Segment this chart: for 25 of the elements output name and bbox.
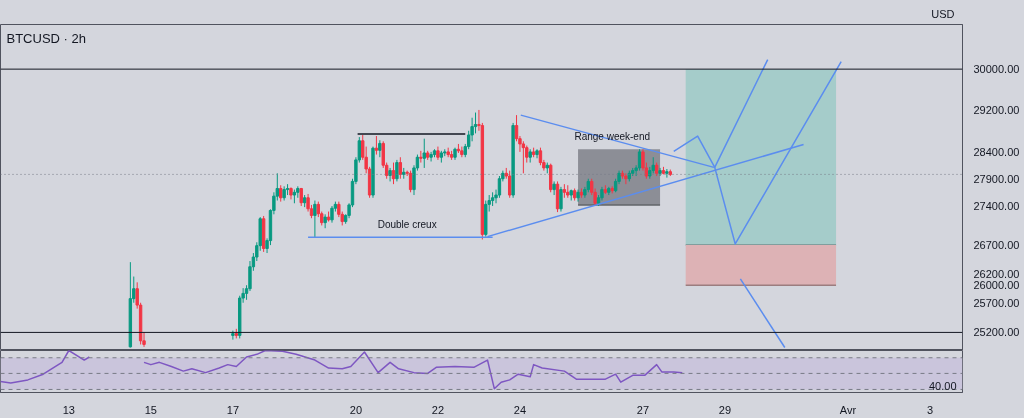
- y-tick-label: 30000.00: [973, 63, 1020, 76]
- y-tick-label: 26000.00: [973, 279, 1020, 292]
- y-tick-label: 26200.00: [973, 267, 1020, 280]
- x-tick-label: 20: [349, 403, 363, 416]
- annotation: Double creux: [377, 219, 437, 231]
- y-tick-label: 27400.00: [973, 200, 1020, 213]
- text: BTCUSD · 2h: [6, 30, 86, 46]
- y-tick-label: 28400.00: [973, 145, 1020, 158]
- x-tick-label: Avr: [839, 403, 857, 416]
- x-tick-label: 17: [226, 403, 240, 416]
- x-tick-label: 15: [144, 403, 157, 416]
- x-tick-label: 24: [513, 403, 527, 416]
- x-tick-label: 22: [431, 403, 445, 416]
- y-tick-label: 25700.00: [973, 296, 1020, 309]
- x-tick-label: 3: [926, 403, 934, 416]
- x-tick-label: 27: [636, 403, 650, 416]
- y-tick-label: 29200.00: [973, 103, 1020, 116]
- text: USD: [931, 7, 955, 20]
- y-tick-label: 25200.00: [973, 326, 1020, 339]
- y-tick-label: 27900.00: [973, 172, 1020, 185]
- annotation: Range week-end: [574, 131, 651, 143]
- x-tick-label: 29: [718, 403, 732, 416]
- x-tick-label: 13: [62, 403, 75, 416]
- y-tick-label: 26700.00: [973, 239, 1020, 252]
- annotation: 40.00: [928, 379, 957, 392]
